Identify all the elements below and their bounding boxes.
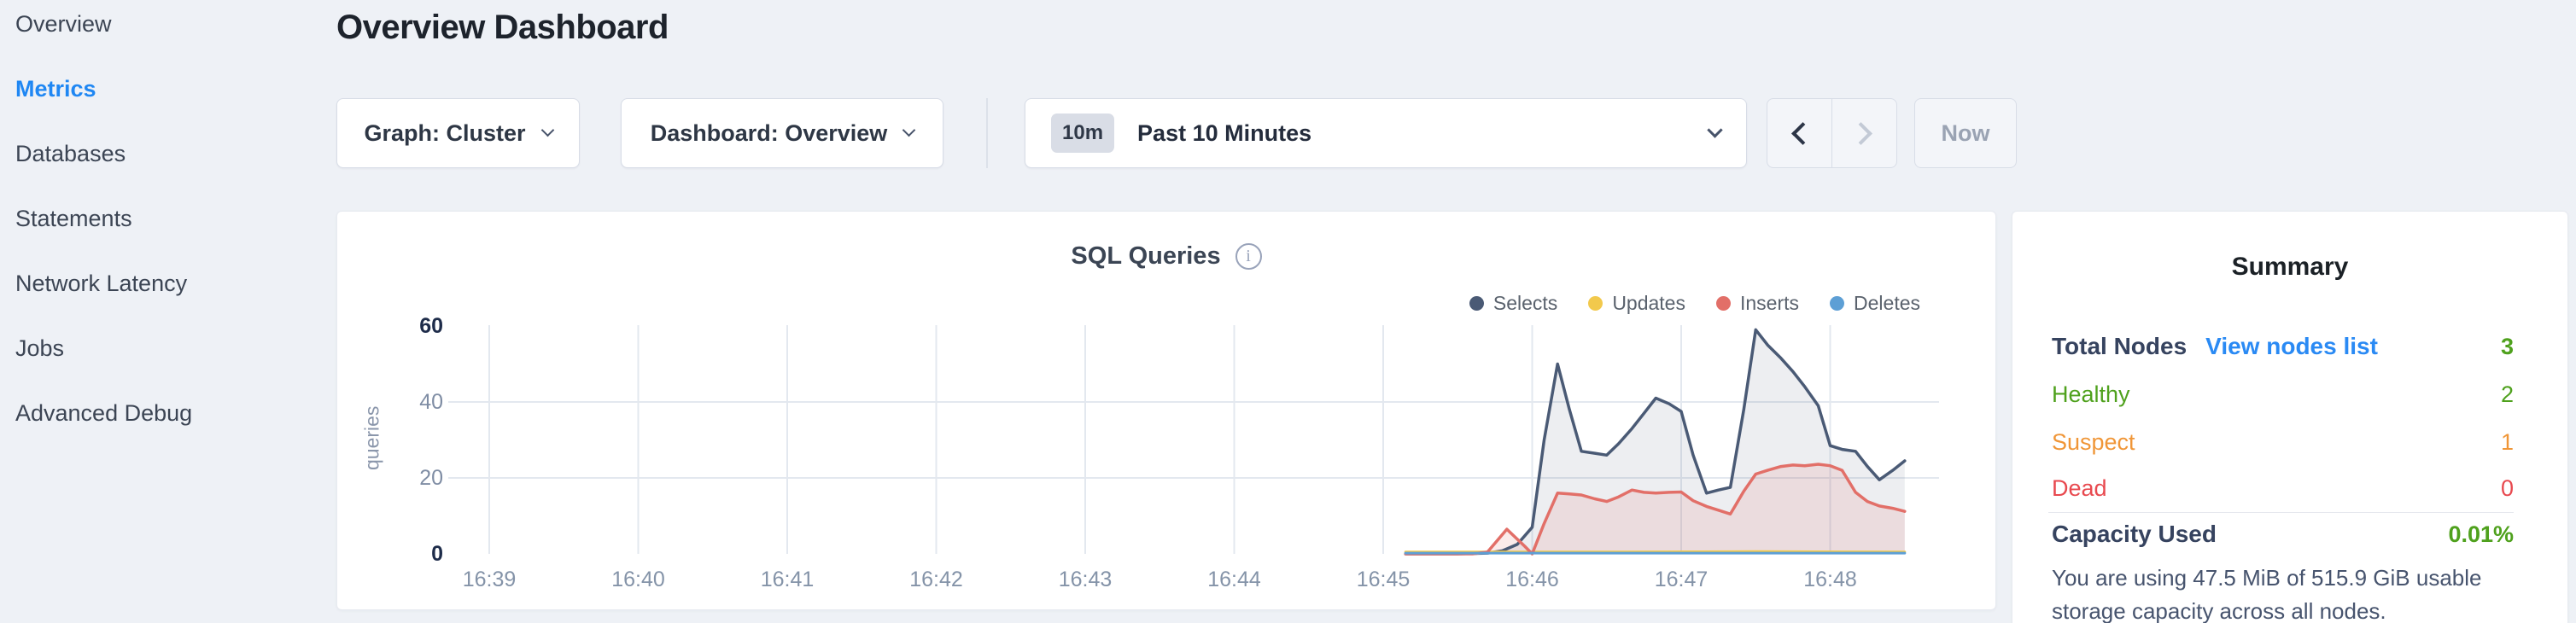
next-time-window-button[interactable] <box>1832 99 1897 167</box>
x-tick-1645: 16:45 <box>1356 568 1411 591</box>
dead-nodes-row: Dead 0 <box>2052 472 2514 504</box>
legend-item-updates: Updates <box>1588 292 1685 315</box>
sidebar-item-metrics[interactable]: Metrics <box>15 75 96 102</box>
sidebar-item-databases[interactable]: Databases <box>15 140 126 166</box>
dead-label: Dead <box>2052 475 2107 501</box>
sidebar-item-statements[interactable]: Statements <box>15 205 132 231</box>
chart-title: SQL Queries <box>1071 242 1221 270</box>
chevron-down-icon <box>540 123 554 137</box>
chevron-right-icon <box>1849 121 1872 145</box>
suspect-label: Suspect <box>2052 428 2135 455</box>
previous-time-window-button[interactable] <box>1767 99 1832 167</box>
y-tick-20: 20 <box>419 465 443 490</box>
view-nodes-list-link[interactable]: View nodes list <box>2205 333 2378 359</box>
legend-label: Inserts <box>1739 292 1800 314</box>
dashboard-dropdown-label: Dashboard: Overview <box>650 119 888 146</box>
x-tick-1640: 16:40 <box>611 568 665 591</box>
legend-dot-updates <box>1588 296 1603 311</box>
legend-item-selects: Selects <box>1469 292 1557 315</box>
legend-item-inserts: Inserts <box>1715 292 1800 315</box>
healthy-label: Healthy <box>2052 381 2130 407</box>
chevron-down-icon <box>1707 121 1723 138</box>
graph-dropdown-label: Graph: Cluster <box>364 119 526 146</box>
sql-queries-plot <box>448 325 1939 556</box>
sidebar-item-network-latency[interactable]: Network Latency <box>15 270 188 296</box>
capacity-used-value: 0.01% <box>2448 521 2514 547</box>
capacity-used-label: Capacity Used <box>2052 521 2217 547</box>
total-nodes-value: 3 <box>2500 333 2514 359</box>
total-nodes-label: Total Nodes <box>2052 333 2188 359</box>
time-window-arrows <box>1767 98 1897 168</box>
now-button[interactable]: Now <box>1914 98 2017 168</box>
legend-dot-selects <box>1469 296 1484 311</box>
legend-label: Selects <box>1492 292 1558 314</box>
capacity-description: You are using 47.5 MiB of 515.9 GiB usab… <box>2052 565 2482 623</box>
sidebar-item-overview[interactable]: Overview <box>15 10 112 37</box>
summary-panel: Summary Total Nodes View nodes list 3 He… <box>2012 211 2568 623</box>
dashboard-dropdown[interactable]: Dashboard: Overview <box>621 98 943 168</box>
chevron-left-icon <box>1790 121 1814 145</box>
x-tick-1641: 16:41 <box>760 568 815 591</box>
page-title: Overview Dashboard <box>336 9 669 46</box>
summary-divider <box>2048 512 2514 513</box>
sql-queries-chart-card: SQL Queries i Selects Updates Inserts Delet… <box>336 211 1996 610</box>
x-tick-1647: 16:47 <box>1654 568 1709 591</box>
time-range-badge: 10m <box>1051 114 1115 153</box>
x-tick-1639: 16:39 <box>462 568 517 591</box>
chevron-down-icon <box>902 123 916 137</box>
legend-label: Deletes <box>1854 292 1920 314</box>
controls-divider <box>986 98 988 168</box>
y-tick-40: 40 <box>419 389 443 414</box>
x-tick-1648: 16:48 <box>1803 568 1857 591</box>
healthy-nodes-row: Healthy 2 <box>2052 378 2514 410</box>
legend-dot-inserts <box>1715 296 1731 311</box>
suspect-value: 1 <box>2500 428 2514 455</box>
x-tick-1644: 16:44 <box>1207 568 1261 591</box>
sidebar-item-advanced-debug[interactable]: Advanced Debug <box>15 399 193 426</box>
healthy-value: 2 <box>2500 381 2514 407</box>
total-nodes-row: Total Nodes View nodes list 3 <box>2052 330 2514 363</box>
chart-legend: Selects Updates Inserts Deletes <box>1469 292 1920 315</box>
y-tick-60: 60 <box>419 313 443 338</box>
dead-value: 0 <box>2500 475 2514 501</box>
time-range-label: Past 10 Minutes <box>1137 119 1312 146</box>
suspect-nodes-row: Suspect 1 <box>2052 426 2514 458</box>
sidebar: Overview Metrics Databases Statements Ne… <box>0 0 333 623</box>
legend-label: Updates <box>1612 292 1685 314</box>
info-icon[interactable]: i <box>1235 243 1262 270</box>
sidebar-item-jobs[interactable]: Jobs <box>15 335 65 361</box>
legend-dot-deletes <box>1830 296 1845 311</box>
x-tick-1643: 16:43 <box>1058 568 1113 591</box>
legend-item-deletes: Deletes <box>1830 292 1920 315</box>
x-tick-1642: 16:42 <box>909 568 963 591</box>
y-axis-label: queries <box>360 405 383 470</box>
y-tick-0: 0 <box>431 542 443 566</box>
graph-dropdown[interactable]: Graph: Cluster <box>336 98 580 168</box>
x-tick-1646: 16:46 <box>1505 568 1559 591</box>
capacity-used-row: Capacity Used 0.01% <box>2052 518 2514 550</box>
time-range-select[interactable]: 10m Past 10 Minutes <box>1025 98 1747 168</box>
summary-title: Summary <box>2231 253 2349 281</box>
